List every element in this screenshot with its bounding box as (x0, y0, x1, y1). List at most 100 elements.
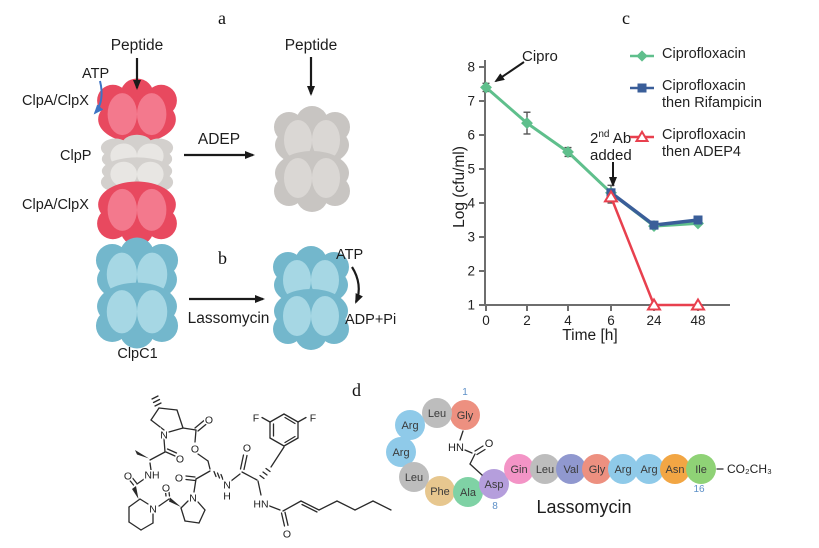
y-tick-label: 2 (467, 264, 475, 279)
residue-label: Arg (614, 464, 631, 476)
panel-label-b: b (218, 248, 227, 268)
atom-label-n: N (189, 493, 197, 505)
residue-label: Leu (536, 464, 554, 476)
atom-label-o: O (176, 454, 184, 466)
series-line (609, 196, 698, 307)
lassomycin-residue-map: Gly 1 Leu Arg Arg Leu Phe Ala Asp 8 Gin Leu Val Gly Ar… (386, 387, 772, 512)
residue-label: Phe (430, 486, 450, 498)
adep-label: ADEP (197, 131, 241, 148)
linker-hn-label: HN (448, 442, 464, 454)
atom-label-o: O (162, 483, 170, 495)
atom-label-f: F (253, 413, 259, 425)
atom-label-nh: NH (144, 470, 159, 482)
residue-circle-gin (504, 454, 534, 484)
legend-label: Ciprofloxacin (662, 46, 746, 62)
series-line (609, 191, 699, 227)
second-ab-sup: nd (598, 129, 610, 140)
residue-label: Leu (428, 408, 446, 420)
atp-curved-arrow (93, 80, 104, 115)
clpa-clpx-label-top: ClpA/ClpX (22, 93, 89, 109)
cipro-arrow (494, 61, 525, 83)
residue-circle-val (556, 454, 586, 484)
residue-number: 1 (462, 387, 468, 398)
legend-marker (630, 50, 654, 62)
panel-a-arrows (93, 57, 315, 159)
clpc1-complex-left (95, 237, 179, 349)
legend-label: Ciprofloxacin then ADEP4 (662, 126, 746, 161)
residue-label: Arg (392, 447, 409, 459)
y-tick-label: 3 (467, 230, 475, 245)
panel-b-arrows (189, 266, 363, 304)
residue-circle-leu (399, 462, 429, 492)
residue-label: Arg (640, 464, 657, 476)
atp-adp-curved-arrow (351, 266, 363, 304)
residue-circle-arg (634, 454, 664, 484)
residue-circle-arg (395, 410, 425, 440)
residue-label: Val (563, 464, 578, 476)
triangle-marker (603, 189, 619, 203)
x-tick-label: 24 (646, 313, 662, 328)
legend-item: Ciprofloxacin then ADEP4 (629, 127, 814, 162)
residue-circle-ala (453, 477, 483, 507)
chart-legend: Ciprofloxacin Ciprofloxacin then Rifampici… (629, 46, 814, 176)
second-ab-annotation: 2nd Ab added (590, 126, 632, 164)
atom-label-o: O (175, 473, 183, 485)
residue-circle-leu (422, 398, 452, 428)
x-tick-label: 0 (482, 313, 490, 328)
square-marker (693, 215, 703, 225)
residue-circle-phe (425, 476, 455, 506)
residue-label: Arg (401, 420, 418, 432)
atp-label-a: ATP (82, 66, 110, 82)
residue-number: 8 (492, 501, 498, 512)
y-tick-label: 8 (467, 60, 475, 75)
clpc1-label: ClpC1 (117, 346, 158, 362)
x-tick-label: 48 (690, 313, 705, 328)
clpa-clpx-label-bottom: ClpA/ClpX (22, 197, 89, 213)
legend-marker (630, 83, 654, 92)
legend-label: Ciprofloxacin then Rifampicin (662, 77, 762, 112)
atom-label-o: O (205, 415, 213, 427)
y-tick-label: 6 (467, 128, 475, 143)
residue-circle-gly (450, 400, 480, 430)
clpp-label: ClpP (60, 148, 92, 164)
y-tick-label: 5 (467, 162, 475, 177)
residue-label: Gly (457, 410, 474, 422)
peptide-label-left: Peptide (110, 37, 164, 54)
triangle-marker (646, 297, 662, 311)
residue-circle-arg (386, 437, 416, 467)
lassomycin-arrow-label: Lassomycin (187, 310, 270, 327)
second-ab-num: 2 (590, 130, 599, 147)
panel-label-a: a (218, 8, 226, 28)
clp-complex-left (97, 78, 177, 246)
y-axis-title: Log (cfu/ml) (451, 146, 468, 228)
residue-circle-gly (582, 454, 612, 484)
y-tick-label: 4 (467, 196, 475, 211)
linker-o-label: O (485, 438, 494, 450)
residue-label: Leu (405, 472, 423, 484)
square-marker (649, 220, 659, 230)
residue-label: Gly (589, 464, 606, 476)
residue-circle-ile (686, 454, 716, 484)
legend-marker (630, 129, 654, 142)
residue-label: Ile (695, 464, 707, 476)
y-tick-label: 1 (467, 298, 475, 313)
x-tick-label: 2 (523, 313, 531, 328)
atom-label-o: O (124, 471, 132, 483)
residue-label: Asp (485, 479, 504, 491)
second-ab-text: Ab (609, 130, 632, 147)
adp-pi-label: ADP+Pi (345, 312, 397, 328)
residue-label: Asn (666, 464, 685, 476)
residue-circle-asp (479, 469, 509, 499)
x-tick-label: 6 (607, 313, 615, 328)
residue-label: Ala (460, 487, 477, 499)
residue-circle-arg (608, 454, 638, 484)
second-ab-line2: added (590, 147, 632, 164)
atom-label-o: O (283, 529, 291, 541)
residue-linker-bonds (459, 430, 724, 476)
x-axis-title: Time [h] (562, 327, 618, 344)
